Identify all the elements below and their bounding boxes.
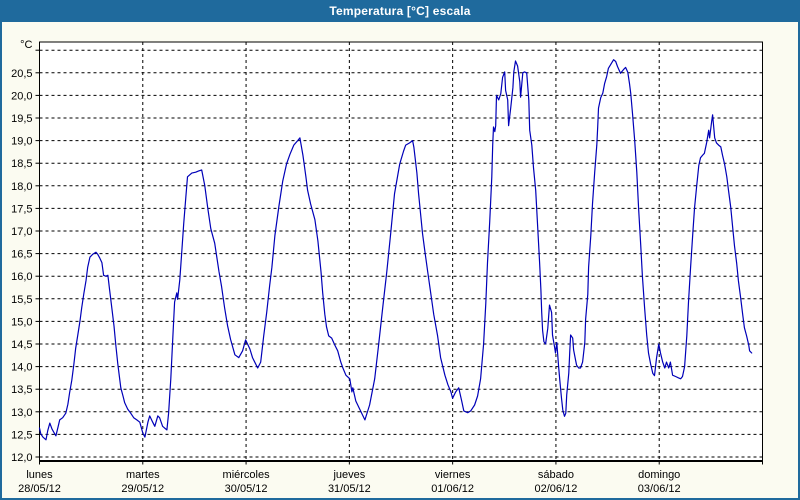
temperature-series-line xyxy=(38,59,753,441)
y-tick-label: 14,5 xyxy=(11,339,32,351)
y-axis-unit-label: °C xyxy=(20,39,32,51)
day-date-label: 03/06/12 xyxy=(638,483,681,495)
axis-labels: 20,5 20,0 19,5 19,0 18,5 18,0 17,5 17,0 16,5 16,0… xyxy=(11,39,681,495)
day-name-label: martes xyxy=(126,469,160,481)
plot-area xyxy=(39,42,763,461)
temperature-line-chart: 20,5 20,0 19,5 19,0 18,5 18,0 17,5 17,0 16,5 16,0… xyxy=(11,39,763,495)
y-tick-label: 18,5 xyxy=(11,158,32,170)
day-name-label: domingo xyxy=(638,469,680,481)
y-tick-label: 15,5 xyxy=(11,294,32,306)
day-name-label: miércoles xyxy=(223,469,271,481)
y-tick-label: 12,5 xyxy=(11,429,32,441)
y-tick-label: 19,0 xyxy=(11,136,32,148)
day-name-label: sábado xyxy=(538,469,574,481)
y-tick-label: 18,0 xyxy=(11,181,32,193)
day-name-label: lunes xyxy=(26,469,53,481)
day-date-label: 31/05/12 xyxy=(328,483,371,495)
y-tick-label: 13,0 xyxy=(11,407,32,419)
y-tick-label: 17,5 xyxy=(11,203,32,215)
y-tick-label: 12,0 xyxy=(11,452,32,464)
day-date-label: 30/05/12 xyxy=(225,483,268,495)
window-title: Temperatura [°C] escala xyxy=(329,4,471,18)
y-tick-label: 20,5 xyxy=(11,68,32,80)
day-name-label: viernes xyxy=(435,469,471,481)
y-tick-label: 16,5 xyxy=(11,249,32,261)
day-date-label: 02/06/12 xyxy=(535,483,578,495)
y-tick-label: 14,0 xyxy=(11,362,32,374)
day-date-label: 28/05/12 xyxy=(18,483,61,495)
y-tick-label: 13,5 xyxy=(11,384,32,396)
y-tick-label: 16,0 xyxy=(11,271,32,283)
window-title-bar: Temperatura [°C] escala xyxy=(0,0,800,22)
day-date-label: 29/05/12 xyxy=(121,483,164,495)
chart-content-area: 20,5 20,0 19,5 19,0 18,5 18,0 17,5 17,0 16,5 16,0… xyxy=(2,22,798,498)
day-name-label: jueves xyxy=(332,469,365,481)
day-date-label: 01/06/12 xyxy=(431,483,474,495)
axis-ticks xyxy=(35,49,763,465)
y-tick-label: 20,0 xyxy=(11,90,32,102)
y-tick-label: 17,0 xyxy=(11,226,32,238)
grid-lines xyxy=(39,42,763,461)
y-tick-label: 19,5 xyxy=(11,113,32,125)
y-tick-label: 15,0 xyxy=(11,316,32,328)
